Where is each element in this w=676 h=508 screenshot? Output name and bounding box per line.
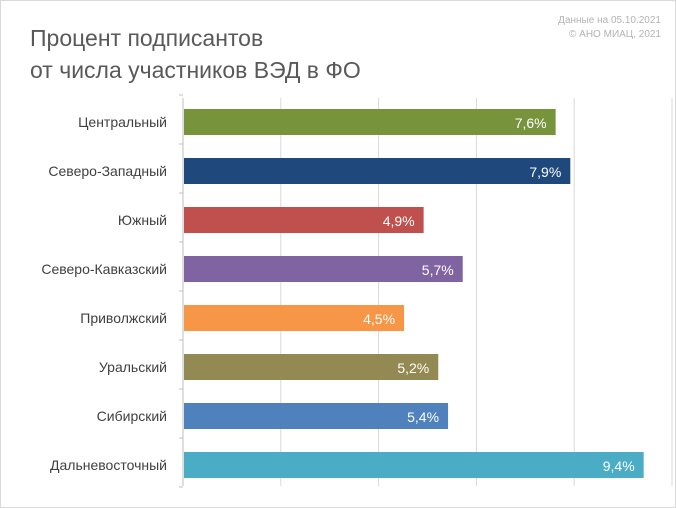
data-label: 5,2% — [397, 360, 429, 376]
category-label: Дальневосточный — [50, 457, 167, 473]
bar — [184, 207, 424, 233]
category-label: Северо-Западный — [48, 163, 167, 179]
bar — [184, 158, 571, 184]
copyright-note: © АНО МИАЦ, 2021 — [569, 29, 661, 40]
chart-title-line-2: от числа участников ВЭД в ФО — [30, 57, 361, 83]
chart-title-line-1: Процент подписантов — [30, 25, 264, 51]
data-label: 5,4% — [407, 409, 439, 425]
data-label: 9,4% — [603, 458, 635, 474]
category-label: Сибирский — [97, 408, 167, 424]
category-label: Уральский — [99, 359, 167, 375]
bar — [184, 256, 463, 282]
category-label: Приволжский — [80, 310, 167, 326]
data-label: 4,5% — [363, 311, 395, 327]
bar — [184, 109, 556, 135]
category-label: Южный — [118, 212, 167, 228]
data-source-note: Данные на 05.10.2021 © АНО МИАЦ, 2021 — [558, 14, 661, 42]
data-label: 7,9% — [529, 164, 561, 180]
data-label: 5,7% — [422, 262, 454, 278]
bar — [184, 305, 405, 331]
category-label: Центральный — [78, 114, 167, 130]
category-label: Северо-Кавказский — [41, 261, 167, 277]
bar — [184, 452, 644, 478]
chart-title: Процент подписантов от числа участников … — [30, 22, 361, 86]
data-label: 7,6% — [515, 115, 547, 131]
data-label: 4,9% — [383, 213, 415, 229]
bar — [184, 403, 449, 429]
bar — [184, 354, 439, 380]
data-date-note: Данные на 05.10.2021 — [558, 15, 661, 26]
